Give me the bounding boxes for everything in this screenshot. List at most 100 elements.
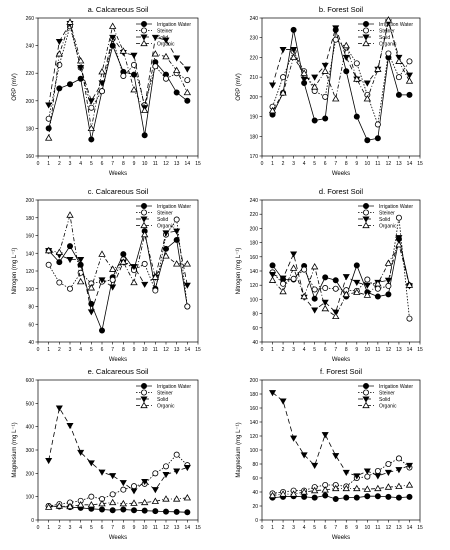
- x-tick-label: 13: [396, 525, 402, 531]
- x-tick-label: 15: [417, 161, 423, 167]
- data-point: [353, 484, 361, 492]
- data-point: [67, 243, 74, 250]
- data-point: [279, 275, 287, 282]
- legend-marker: [362, 216, 370, 223]
- x-axis-label: Weeks: [109, 357, 127, 363]
- data-point: [109, 473, 117, 480]
- x-tick-label: 11: [375, 525, 380, 531]
- x-tick-label: 13: [174, 525, 180, 531]
- x-tick-label: 8: [122, 161, 125, 167]
- data-point: [406, 493, 413, 500]
- x-tick-label: 14: [185, 161, 191, 167]
- x-axis-label: Weeks: [332, 171, 350, 177]
- data-point: [342, 54, 350, 62]
- x-tick-label: 14: [407, 347, 413, 353]
- y-tick-label: 80: [252, 312, 258, 318]
- legend-label: Irrigation Water: [379, 204, 413, 210]
- data-point: [395, 57, 403, 64]
- data-point: [353, 60, 360, 67]
- legend-label: Organic: [379, 403, 397, 409]
- data-point: [268, 276, 277, 283]
- data-point: [109, 284, 117, 291]
- data-point: [268, 491, 277, 499]
- x-tick-label: 9: [133, 347, 136, 353]
- data-point: [290, 435, 298, 442]
- data-point: [183, 494, 192, 501]
- plot-frame: [261, 17, 421, 157]
- data-point: [332, 36, 339, 43]
- data-point: [120, 72, 127, 79]
- legend-marker: [140, 396, 148, 403]
- legend-marker: [140, 221, 148, 229]
- data-point: [66, 18, 74, 25]
- data-point: [130, 61, 137, 68]
- data-point: [119, 480, 127, 487]
- data-point: [109, 276, 116, 283]
- legend-label: Steiner: [379, 28, 395, 34]
- x-tick-label: 15: [417, 525, 423, 531]
- data-point: [98, 250, 106, 257]
- data-point: [395, 214, 402, 221]
- x-tick-label: 7: [334, 525, 337, 531]
- legend-marker: [140, 401, 148, 409]
- data-point: [311, 74, 319, 81]
- x-tick-label: 5: [90, 525, 93, 531]
- data-point: [162, 245, 169, 252]
- x-tick-label: 11: [153, 161, 158, 167]
- data-point: [77, 256, 85, 264]
- series-line: [48, 44, 188, 140]
- x-tick-label: 0: [261, 347, 264, 353]
- x-tick-label: 0: [261, 161, 264, 167]
- data-point: [130, 71, 137, 78]
- data-point: [140, 498, 149, 506]
- x-tick-label: 13: [174, 347, 180, 353]
- y-tick-label: 60: [28, 322, 34, 328]
- x-tick-label: 1: [271, 347, 274, 353]
- x-tick-label: 1: [47, 347, 50, 353]
- data-point: [374, 279, 382, 287]
- x-tick-label: 3: [292, 161, 295, 167]
- legend-marker: [362, 401, 370, 409]
- y-tick-label: 20: [252, 504, 258, 510]
- data-point: [66, 256, 74, 264]
- y-tick-label: 120: [26, 269, 35, 275]
- y-tick-label: 200: [26, 471, 35, 477]
- legend-marker: [362, 396, 370, 403]
- data-point: [310, 486, 319, 494]
- y-tick-label: 190: [250, 115, 259, 121]
- data-point: [395, 467, 403, 474]
- legend-label: Organic: [379, 41, 397, 47]
- data-point: [67, 81, 74, 88]
- data-point: [343, 68, 350, 75]
- data-point: [374, 493, 381, 500]
- data-point: [395, 91, 402, 98]
- y-tick-label: 80: [28, 305, 34, 311]
- data-point: [311, 494, 318, 501]
- x-tick-label: 12: [386, 525, 392, 531]
- y-tick-label: 170: [250, 154, 259, 160]
- legend-marker: [362, 209, 369, 216]
- x-tick-label: 6: [324, 347, 327, 353]
- x-tick-label: 1: [271, 161, 274, 167]
- data-point: [140, 106, 149, 114]
- y-tick-label: 60: [252, 326, 258, 332]
- data-point: [322, 93, 329, 100]
- data-point: [374, 135, 381, 142]
- data-point: [130, 264, 138, 271]
- data-point: [55, 248, 64, 255]
- data-point: [332, 453, 340, 460]
- data-point: [183, 66, 191, 73]
- x-tick-label: 3: [69, 347, 72, 353]
- data-point: [130, 85, 138, 93]
- x-tick-label: 10: [365, 525, 371, 531]
- chart-title: b. Forest Soil: [319, 5, 364, 14]
- data-point: [77, 449, 85, 456]
- chart-title: e. Calcareous Soil: [88, 367, 149, 376]
- series-irrigation-water: [45, 228, 191, 334]
- data-point: [374, 65, 382, 72]
- data-point: [405, 281, 414, 288]
- y-tick-label: 200: [250, 95, 259, 101]
